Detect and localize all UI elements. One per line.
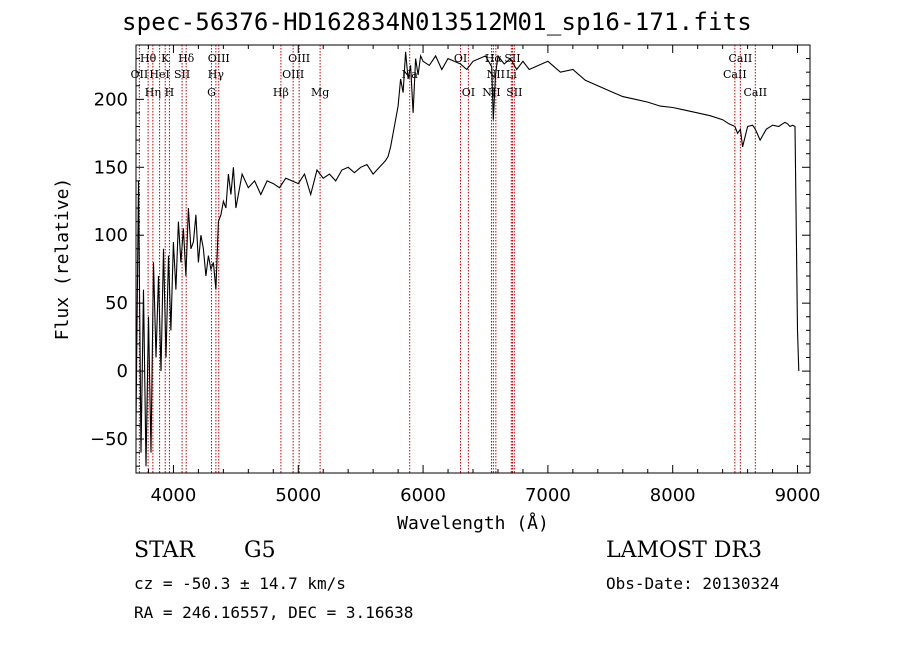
axis-ticks xyxy=(136,44,810,473)
line-marker-label: K xyxy=(161,52,170,65)
y-tick-label: −50 xyxy=(90,429,128,450)
line-marker-label: HeI xyxy=(149,68,169,81)
line-marker-label: H xyxy=(165,86,175,99)
x-tick-label: 6000 xyxy=(400,485,446,506)
line-marker-label: Mg xyxy=(311,86,329,99)
x-tick-label: 9000 xyxy=(775,485,821,506)
line-marker-label: CaII xyxy=(743,86,767,99)
marker-labels: OII Hθ Hη HeI K H SII Hδ G Hγ OIII Hβ OIII OIII Mg Na OI… xyxy=(131,52,768,99)
x-tick-label: 5000 xyxy=(275,485,321,506)
line-marker-label: Hη xyxy=(145,86,161,99)
line-marker-label: SII xyxy=(504,52,520,65)
line-marker-label: Li xyxy=(506,68,517,81)
emission-line-markers xyxy=(138,45,756,473)
line-marker-label: Hα xyxy=(485,52,503,65)
plot-frame xyxy=(135,44,811,474)
y-tick-label: 0 xyxy=(117,361,128,382)
y-tick-label: 100 xyxy=(94,225,128,246)
line-marker-label: SII xyxy=(506,86,522,99)
x-tick-label: 8000 xyxy=(650,485,696,506)
line-marker-label: Hγ xyxy=(208,68,225,81)
line-marker-label: OIII xyxy=(288,52,310,65)
line-marker-label: SII xyxy=(174,68,190,81)
redshift-cz: cz = -50.3 ± 14.7 km/s xyxy=(134,574,346,593)
observation-date: Obs-Date: 20130324 xyxy=(606,574,780,593)
line-marker-label: OIII xyxy=(208,52,230,65)
x-axis-label: Wavelength (Å) xyxy=(397,512,549,534)
x-tick-label: 7000 xyxy=(525,485,571,506)
survey-name: LAMOST DR3 xyxy=(606,538,762,563)
line-marker-label: Na xyxy=(402,68,419,81)
object-class: STAR xyxy=(134,538,195,563)
line-marker-label: CaII xyxy=(729,52,753,65)
line-marker-label: NII xyxy=(482,86,500,99)
spectrum-layer xyxy=(135,51,800,467)
line-marker-label: OI xyxy=(462,86,475,99)
line-marker-label: G xyxy=(207,86,216,99)
y-tick-label: 150 xyxy=(94,157,128,178)
spectrum-line xyxy=(135,51,800,467)
line-marker-label: CaII xyxy=(723,68,747,81)
line-marker-label: OI xyxy=(454,52,467,65)
y-tick-label: 50 xyxy=(105,293,128,314)
line-marker-label: NII xyxy=(487,68,505,81)
line-marker-label: Hθ xyxy=(140,52,157,65)
y-tick-label: 200 xyxy=(94,89,128,110)
line-marker-label: OII xyxy=(131,68,149,81)
line-marker-label: OIII xyxy=(282,68,304,81)
axis-labels: 4000 5000 6000 7000 8000 9000 −50 0 50 100 150 200 W… xyxy=(52,89,820,534)
line-marker-label: Hβ xyxy=(273,86,289,99)
chart-title: spec-56376-HD162834N013512M01_sp16-171.f… xyxy=(122,8,752,36)
y-axis-label: Flux (relative) xyxy=(52,178,73,341)
object-subclass: G5 xyxy=(244,538,276,563)
x-tick-label: 4000 xyxy=(151,485,197,506)
ra-dec-coords: RA = 246.16557, DEC = 3.16638 xyxy=(134,603,414,622)
line-marker-label: Hδ xyxy=(178,52,195,65)
